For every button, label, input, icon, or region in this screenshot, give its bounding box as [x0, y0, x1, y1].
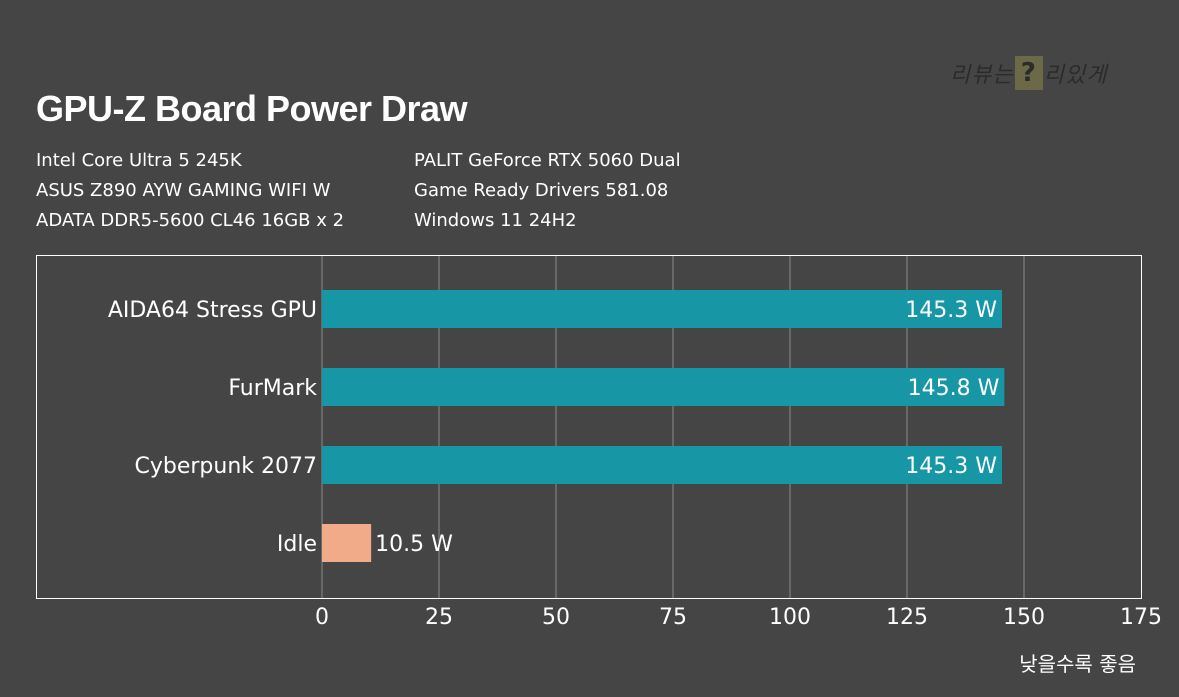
spec-memory: ADATA DDR5-5600 CL46 16GB x 2 — [36, 210, 345, 231]
watermark-text-pre: 리뷰는 — [950, 63, 1014, 88]
lower-is-better-note: 낮을수록 좋음 — [1019, 652, 1136, 676]
watermark-logo: 리뷰는 ? 리있게 — [950, 56, 1107, 90]
x-tick-label-6: 150 — [1003, 605, 1045, 630]
watermark-mark-icon: ? — [1014, 56, 1043, 90]
data-label-2: 145.3 W — [905, 454, 997, 479]
bar-2 — [322, 446, 1003, 484]
category-label-3: Idle — [277, 532, 317, 557]
spec-motherboard: ASUS Z890 AYW GAMING WIFI W — [36, 180, 331, 201]
spec-gpu: PALIT GeForce RTX 5060 Dual — [414, 150, 681, 171]
system-specs-right: PALIT GeForce RTX 5060 Dual Game Ready D… — [414, 146, 681, 236]
bar-1 — [322, 368, 1005, 406]
x-tick-label-3: 75 — [659, 605, 687, 630]
data-label-3: 10.5 W — [375, 532, 453, 557]
category-label-1: FurMark — [228, 376, 317, 401]
x-tick-label-4: 100 — [769, 605, 811, 630]
data-label-1: 145.8 W — [908, 376, 1000, 401]
bar-3 — [322, 524, 372, 562]
x-tick-label-2: 50 — [542, 605, 570, 630]
category-label-0: AIDA64 Stress GPU — [108, 298, 317, 323]
x-tick-label-5: 125 — [886, 605, 928, 630]
system-specs-left: Intel Core Ultra 5 245K ASUS Z890 AYW GA… — [36, 146, 344, 236]
plot-frame — [36, 255, 1142, 599]
data-label-0: 145.3 W — [905, 298, 997, 323]
category-label-2: Cyberpunk 2077 — [135, 454, 318, 479]
watermark-text-post: 리있게 — [1043, 63, 1108, 88]
x-tick-label-0: 0 — [315, 605, 329, 630]
x-tick-label-7: 175 — [1120, 605, 1162, 630]
chart-title: GPU-Z Board Power Draw — [36, 88, 468, 129]
bar-0 — [322, 290, 1003, 328]
spec-os: Windows 11 24H2 — [414, 210, 577, 231]
x-tick-label-1: 25 — [425, 605, 453, 630]
spec-cpu: Intel Core Ultra 5 245K — [36, 150, 242, 171]
spec-driver: Game Ready Drivers 581.08 — [414, 180, 669, 201]
